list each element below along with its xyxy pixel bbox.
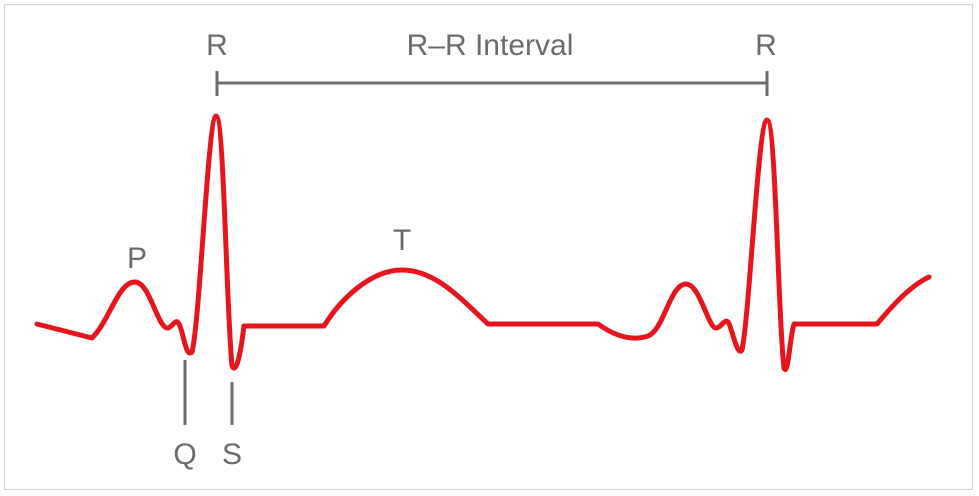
ecg-waveform: [34, 113, 932, 373]
q-label: Q: [173, 438, 196, 471]
r-label-left: R: [206, 29, 228, 62]
s-label: S: [222, 438, 242, 471]
rr-interval-label: R–R Interval: [407, 29, 574, 62]
r-label-right: R: [755, 29, 777, 62]
rr-interval-bracket: [215, 71, 769, 96]
t-wave-label: T: [393, 224, 411, 257]
diagram-frame: [4, 4, 973, 490]
p-wave-label: P: [127, 242, 147, 275]
